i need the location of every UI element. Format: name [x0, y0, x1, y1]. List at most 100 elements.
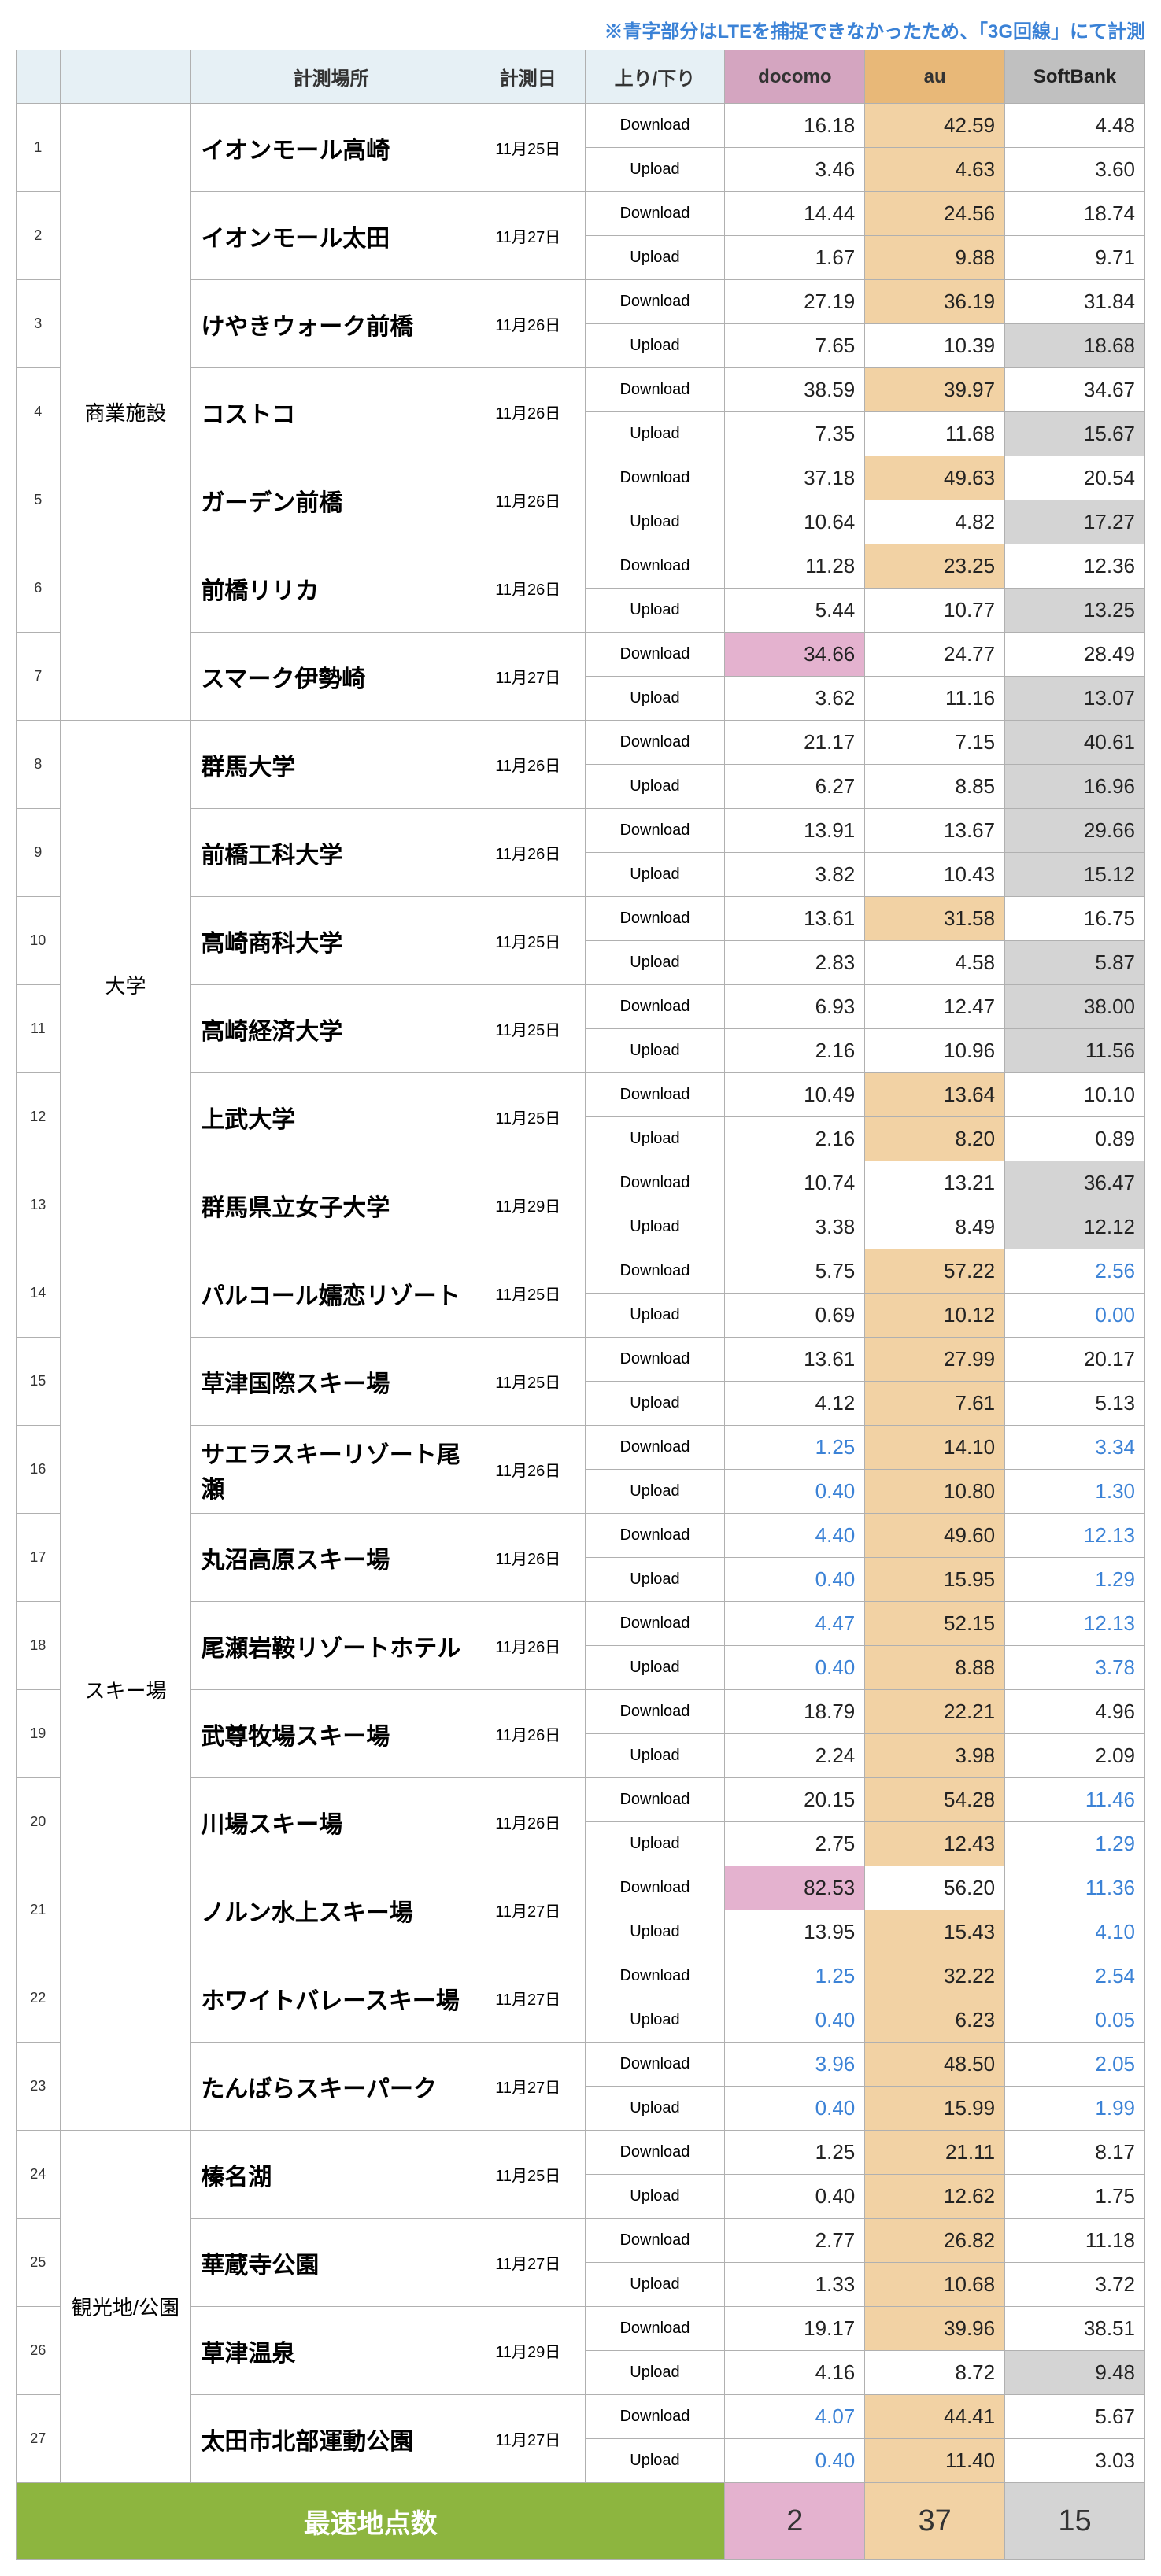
location-cell: 草津温泉	[191, 2307, 471, 2395]
au-value: 10.43	[865, 853, 1005, 897]
sb-value: 13.07	[1005, 677, 1145, 721]
sb-value: 18.74	[1005, 192, 1145, 236]
row-index: 23	[17, 2043, 61, 2131]
docomo-value: 0.40	[725, 1558, 865, 1602]
download-label: Download	[585, 1866, 725, 1910]
au-value: 11.68	[865, 412, 1005, 456]
location-cell: コストコ	[191, 368, 471, 456]
sb-value: 16.96	[1005, 765, 1145, 809]
download-label: Download	[585, 985, 725, 1029]
au-value: 57.22	[865, 1249, 1005, 1294]
au-value: 12.62	[865, 2175, 1005, 2219]
au-value: 31.58	[865, 897, 1005, 941]
docomo-value: 0.40	[725, 2439, 865, 2483]
upload-label: Upload	[585, 1910, 725, 1954]
date-cell: 11月26日	[471, 456, 586, 544]
date-cell: 11月26日	[471, 1778, 586, 1866]
au-value: 36.19	[865, 280, 1005, 324]
upload-label: Upload	[585, 853, 725, 897]
sb-value: 2.09	[1005, 1734, 1145, 1778]
au-value: 10.96	[865, 1029, 1005, 1073]
docomo-value: 82.53	[725, 1866, 865, 1910]
category-cell: 大学	[60, 721, 191, 1249]
sb-value: 12.13	[1005, 1514, 1145, 1558]
footer-softbank: 15	[1005, 2483, 1145, 2560]
au-value: 10.39	[865, 324, 1005, 368]
download-label: Download	[585, 2395, 725, 2439]
docomo-value: 0.40	[725, 2087, 865, 2131]
sb-value: 12.13	[1005, 1602, 1145, 1646]
upload-label: Upload	[585, 1382, 725, 1426]
footer-row: 最速地点数 2 37 15	[17, 2483, 1145, 2560]
date-cell: 11月25日	[471, 1249, 586, 1338]
docomo-value: 2.16	[725, 1117, 865, 1161]
docomo-value: 3.46	[725, 148, 865, 192]
location-cell: 前橋リリカ	[191, 544, 471, 633]
au-value: 32.22	[865, 1954, 1005, 1998]
upload-label: Upload	[585, 1822, 725, 1866]
docomo-value: 34.66	[725, 633, 865, 677]
sb-value: 1.29	[1005, 1822, 1145, 1866]
sb-value: 3.03	[1005, 2439, 1145, 2483]
row-index: 8	[17, 721, 61, 809]
docomo-value: 4.40	[725, 1514, 865, 1558]
location-cell: 群馬県立女子大学	[191, 1161, 471, 1249]
au-value: 3.98	[865, 1734, 1005, 1778]
docomo-value: 2.75	[725, 1822, 865, 1866]
au-value: 23.25	[865, 544, 1005, 589]
download-label: Download	[585, 1690, 725, 1734]
sb-value: 5.67	[1005, 2395, 1145, 2439]
location-cell: けやきウォーク前橋	[191, 280, 471, 368]
row-index: 24	[17, 2131, 61, 2219]
location-cell: 上武大学	[191, 1073, 471, 1161]
note-text: ※青字部分はLTEを捕捉できなかったため、「3G回線」にて計測	[16, 16, 1145, 43]
sb-value: 36.47	[1005, 1161, 1145, 1205]
download-label: Download	[585, 1249, 725, 1294]
header-date: 計測日	[471, 50, 586, 104]
row-index: 15	[17, 1338, 61, 1426]
date-cell: 11月27日	[471, 2219, 586, 2307]
au-value: 39.97	[865, 368, 1005, 412]
header-cat	[60, 50, 191, 104]
download-label: Download	[585, 192, 725, 236]
sb-value: 20.54	[1005, 456, 1145, 500]
category-cell: 商業施設	[60, 104, 191, 721]
header-softbank: SoftBank	[1005, 50, 1145, 104]
download-label: Download	[585, 721, 725, 765]
row-index: 3	[17, 280, 61, 368]
sb-value: 11.18	[1005, 2219, 1145, 2263]
docomo-value: 0.40	[725, 1470, 865, 1514]
location-cell: パルコール嬬恋リゾート	[191, 1249, 471, 1338]
docomo-value: 4.12	[725, 1382, 865, 1426]
docomo-value: 3.96	[725, 2043, 865, 2087]
sb-value: 28.49	[1005, 633, 1145, 677]
sb-value: 4.48	[1005, 104, 1145, 148]
au-value: 12.47	[865, 985, 1005, 1029]
row-index: 11	[17, 985, 61, 1073]
docomo-value: 10.49	[725, 1073, 865, 1117]
date-cell: 11月25日	[471, 1073, 586, 1161]
sb-value: 1.75	[1005, 2175, 1145, 2219]
download-label: Download	[585, 2219, 725, 2263]
docomo-value: 0.40	[725, 2175, 865, 2219]
au-value: 49.63	[865, 456, 1005, 500]
upload-label: Upload	[585, 1117, 725, 1161]
row-index: 6	[17, 544, 61, 633]
au-value: 8.72	[865, 2351, 1005, 2395]
download-label: Download	[585, 809, 725, 853]
date-cell: 11月26日	[471, 1602, 586, 1690]
sb-value: 8.17	[1005, 2131, 1145, 2175]
upload-label: Upload	[585, 324, 725, 368]
upload-label: Upload	[585, 1470, 725, 1514]
sb-value: 15.67	[1005, 412, 1145, 456]
docomo-value: 4.47	[725, 1602, 865, 1646]
location-cell: 武尊牧場スキー場	[191, 1690, 471, 1778]
sb-value: 0.00	[1005, 1294, 1145, 1338]
upload-label: Upload	[585, 2351, 725, 2395]
au-value: 11.40	[865, 2439, 1005, 2483]
date-cell: 11月25日	[471, 985, 586, 1073]
docomo-value: 2.83	[725, 941, 865, 985]
location-cell: 太田市北部運動公園	[191, 2395, 471, 2483]
row-index: 22	[17, 1954, 61, 2043]
sb-value: 11.46	[1005, 1778, 1145, 1822]
